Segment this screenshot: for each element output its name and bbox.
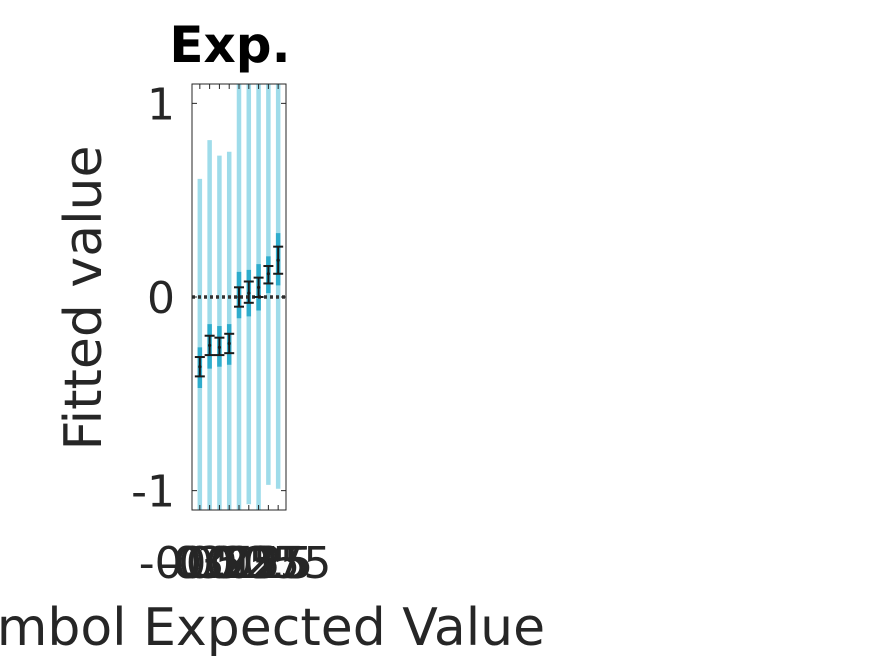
xtick-label-1: -0.375 [139,538,281,589]
xtick-label-7: 0.375 [205,538,331,589]
ytick-label-0: -1 [131,467,175,518]
xtick-label-0: -0.5 [157,538,243,589]
plot-area [191,83,287,511]
ytick-label-2: 1 [147,79,175,130]
xtick-label-2: -0.25 [162,538,276,589]
data-point-1 [204,334,215,357]
point-marker-4 [237,295,241,299]
point-marker-3 [227,341,231,346]
point-marker-5 [247,291,251,295]
data-point-8 [273,245,284,275]
xtick-label-3: -0.125 [158,538,300,589]
data-point-6 [253,276,264,298]
point-marker-7 [266,272,270,276]
y-axis-label: Fitted value [54,146,114,451]
xtick-label-8: 0.5 [243,538,313,589]
data-point-4 [234,286,244,308]
data-point-7 [263,265,274,285]
point-marker-1 [208,343,212,348]
xtick-label-5: 0.125 [186,538,312,589]
point-marker-0 [198,365,202,369]
data-point-3 [224,332,235,355]
ytick-label-1: 0 [147,273,175,324]
x-axis-label: Symbol Expected Value [0,598,545,658]
xtick-label-4: 0 [225,538,253,589]
point-marker-6 [256,285,261,289]
point-marker-2 [217,345,222,349]
data-point-5 [243,280,254,304]
xtick-label-6: 0.25 [210,538,308,589]
data-point-0 [194,356,205,378]
data-point-2 [214,336,225,357]
chart-title: Exp. [169,16,290,74]
point-marker-8 [276,258,280,262]
